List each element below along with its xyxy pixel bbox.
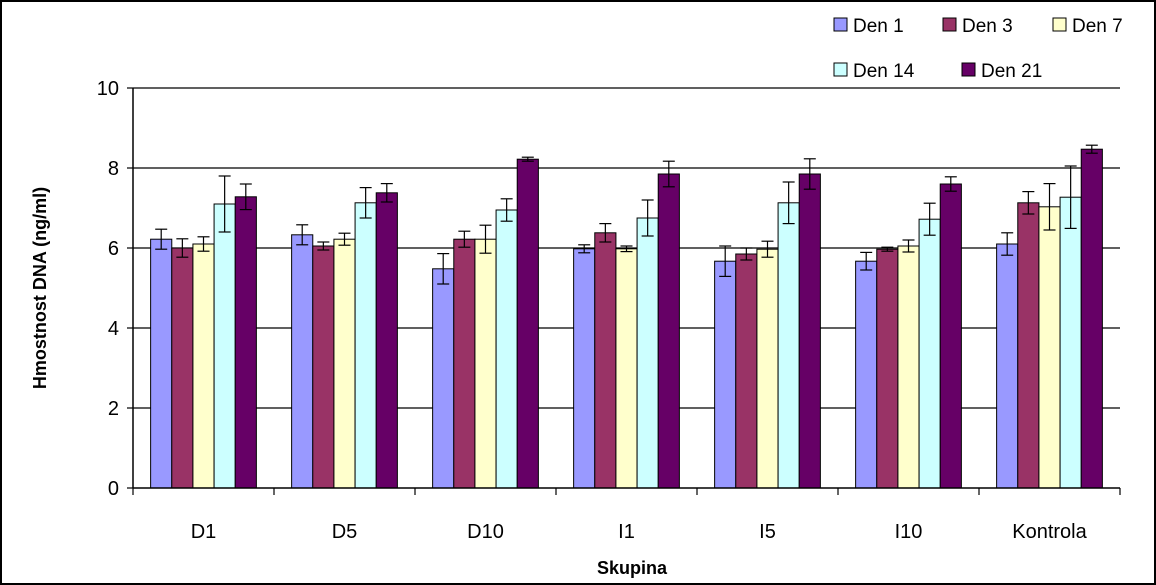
bar-i10-den-7	[897, 245, 920, 489]
x-axis-title: Skupina	[597, 558, 668, 578]
x-tick-label: D10	[467, 521, 504, 543]
x-tick-label: I5	[759, 521, 776, 543]
legend-label: Den 21	[981, 61, 1042, 82]
bar-d5-den-7	[333, 238, 356, 489]
bar-d1-den-3	[171, 247, 194, 489]
bar-i1-den-7	[615, 248, 638, 489]
legend-label: Den 14	[853, 61, 915, 82]
bar-kontrola-den-14	[1059, 196, 1082, 489]
bar-i10-den-1	[855, 260, 878, 489]
x-tick-label: I10	[895, 521, 923, 543]
y-axis-title: Hmostnost DNA (ng/ml)	[30, 187, 50, 389]
bar-d1-den-14	[213, 203, 236, 489]
x-tick-label: D1	[191, 521, 217, 543]
bar-i10-den-21	[939, 183, 962, 489]
legend-swatch	[833, 62, 848, 77]
bar-i5-den-1	[714, 260, 737, 489]
bar-kontrola-den-1	[996, 243, 1019, 489]
legend-label: Den 3	[962, 16, 1013, 37]
legend-label: Den 7	[1072, 16, 1123, 37]
bar-i1-den-1	[573, 248, 596, 489]
x-tick-label: D5	[332, 521, 358, 543]
bar-d1-den-7	[192, 243, 215, 489]
bar-d5-den-21	[375, 192, 398, 489]
bar-kontrola-den-21	[1080, 148, 1103, 489]
bar-d10-den-1	[432, 268, 455, 489]
bar-i10-den-3	[876, 248, 899, 489]
bar-d1-den-21	[234, 196, 257, 489]
bar-i5-den-3	[735, 253, 758, 489]
legend-label: Den 1	[853, 16, 904, 37]
legend-swatch	[942, 17, 957, 32]
axes: 0 2 4 6 8 10 D1 D5 D10 I1 I5 I10 Kontrola	[97, 78, 1121, 543]
bar-d10-den-3	[453, 238, 476, 489]
bar-d5-den-3	[312, 245, 335, 489]
legend-swatch	[1052, 17, 1067, 32]
bars	[150, 148, 1103, 489]
bar-i5-den-21	[798, 173, 821, 489]
bar-d10-den-7	[474, 238, 497, 489]
bar-kontrola-den-7	[1038, 206, 1061, 489]
y-tick-label: 10	[97, 78, 119, 100]
bar-i5-den-7	[756, 248, 779, 489]
bar-i5-den-14	[777, 202, 800, 489]
legend-swatch	[961, 62, 976, 77]
x-tick-label: I1	[618, 521, 635, 543]
bar-i1-den-14	[636, 217, 659, 489]
legend: Den 1 Den 3 Den 7 Den 14 Den 21	[833, 16, 1123, 82]
bar-d10-den-21	[516, 158, 539, 489]
bar-i10-den-14	[918, 218, 941, 489]
error-bars	[155, 144, 1098, 285]
y-tick-label: 8	[108, 158, 119, 180]
y-tick-label: 2	[108, 398, 119, 420]
y-tick-label: 0	[108, 478, 119, 500]
bar-i1-den-21	[657, 173, 680, 489]
y-tick-label: 6	[108, 238, 119, 260]
legend-swatch	[833, 17, 848, 32]
bar-d5-den-1	[291, 234, 314, 489]
bar-i1-den-3	[594, 232, 617, 489]
bar-d1-den-1	[150, 238, 173, 489]
bar-kontrola-den-3	[1017, 202, 1040, 489]
x-tick-label: Kontrola	[1012, 521, 1087, 543]
bar-d5-den-14	[354, 202, 377, 489]
y-tick-label: 4	[108, 318, 119, 340]
bar-d10-den-14	[495, 209, 518, 489]
